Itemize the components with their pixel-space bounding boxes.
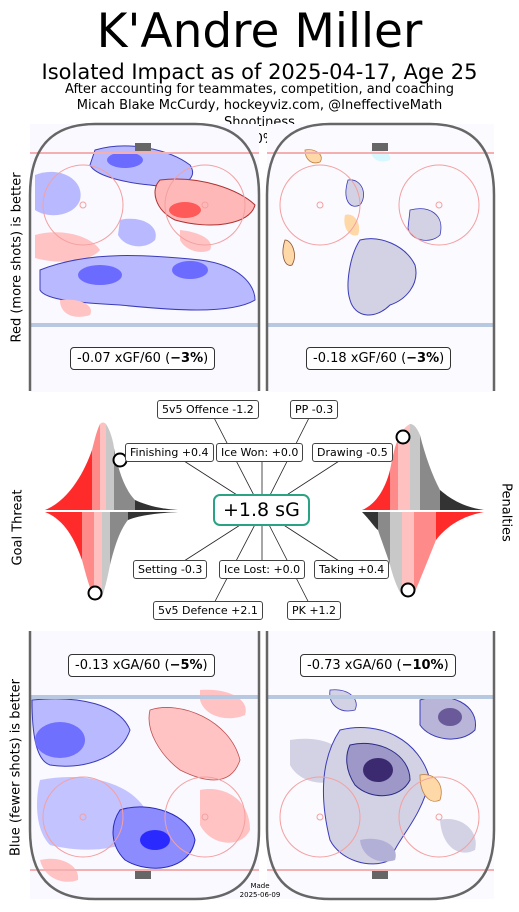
rink-top-right bbox=[265, 122, 496, 392]
label-setting: Setting -0.3 bbox=[133, 560, 208, 579]
label-drawing: Drawing -0.5 bbox=[312, 443, 393, 462]
stat-bottom-left-value: -0.13 xGA/60 ( bbox=[75, 658, 170, 673]
stat-top-right-pct: −3% bbox=[406, 351, 440, 366]
chart-subtitle: Isolated Impact as of 2025-04-17, Age 25 bbox=[41, 60, 478, 84]
penalties-distribution bbox=[362, 424, 484, 598]
credit-line: Micah Blake McCurdy, hockeyviz.com, @Ine… bbox=[76, 98, 443, 113]
stat-bottom-right: -0.73 xGA/60 (−10%) bbox=[300, 654, 456, 677]
drawing-marker bbox=[395, 429, 411, 445]
stat-bottom-left: -0.13 xGA/60 (−5%) bbox=[68, 654, 215, 677]
stat-bottom-right-close: ) bbox=[443, 658, 449, 673]
stat-top-left-pct: −3% bbox=[170, 351, 204, 366]
stat-top-right-close: ) bbox=[439, 351, 445, 366]
stat-bottom-right-pct: −10% bbox=[401, 658, 444, 673]
heatmap-bottom-right bbox=[290, 689, 476, 865]
stat-top-left-value: -0.07 xGF/60 ( bbox=[77, 351, 171, 366]
made-date: 2025-06-09 bbox=[239, 891, 281, 899]
stat-bottom-left-close: ) bbox=[202, 658, 208, 673]
rink-bottom-left bbox=[28, 631, 261, 901]
label-finishing: Finishing +0.4 bbox=[125, 443, 214, 462]
rink-top-left bbox=[28, 122, 261, 392]
label-ice-won: Ice Won: +0.0 bbox=[216, 443, 304, 462]
label-5v5-defence: 5v5 Defence +2.1 bbox=[153, 601, 263, 620]
label-pp: PP -0.3 bbox=[290, 400, 339, 419]
goal-threat-distribution bbox=[40, 422, 180, 601]
label-ice-lost: Ice Lost: +0.0 bbox=[219, 560, 306, 579]
stat-bottom-left-pct: −5% bbox=[169, 658, 203, 673]
stat-bottom-right-value: -0.73 xGA/60 ( bbox=[307, 658, 402, 673]
total-sg-badge: +1.8 sG bbox=[213, 494, 310, 526]
stat-top-right: -0.18 xGF/60 (−3%) bbox=[306, 347, 452, 370]
made-label: Made bbox=[250, 882, 270, 890]
setting-marker bbox=[87, 585, 103, 601]
label-pk: PK +1.2 bbox=[287, 601, 342, 620]
player-name: K'Andre Miller bbox=[96, 4, 423, 59]
method-note: After accounting for teammates, competit… bbox=[65, 82, 454, 97]
taking-marker bbox=[400, 582, 416, 598]
stat-top-left: -0.07 xGF/60 (−3%) bbox=[70, 347, 216, 370]
stat-top-right-value: -0.18 xGF/60 ( bbox=[313, 351, 407, 366]
label-5v5-offence: 5v5 Offence -1.2 bbox=[157, 400, 259, 419]
stat-top-left-close: ) bbox=[203, 351, 209, 366]
label-taking: Taking +0.4 bbox=[314, 560, 390, 579]
